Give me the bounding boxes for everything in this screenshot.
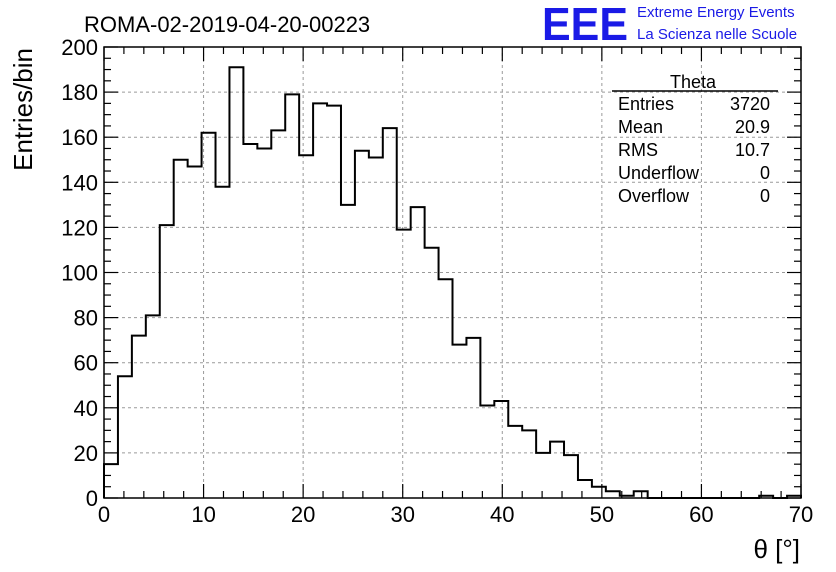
x-axis-label: θ [°]: [753, 534, 800, 564]
y-tick-label: 60: [74, 351, 98, 376]
y-tick-label: 200: [61, 35, 98, 60]
histogram-step-line: [103, 66, 802, 499]
eee-logo: EEE Extreme Energy Events La Scienza nel…: [542, 0, 797, 50]
logo-mark: EEE: [542, 0, 628, 50]
y-tick-label: 160: [61, 125, 98, 150]
stats-row-value: 0: [760, 163, 770, 183]
run-title: ROMA-02-2019-04-20-00223: [84, 12, 370, 37]
stats-row-label: Underflow: [618, 163, 700, 183]
stats-row-label: RMS: [618, 140, 658, 160]
grid-lines: [104, 47, 801, 498]
y-axis-label: Entries/bin: [8, 48, 38, 171]
x-tick-label: 20: [291, 502, 315, 527]
x-tick-label: 40: [490, 502, 514, 527]
x-tick-label: 0: [98, 502, 110, 527]
x-tick-labels: 0 10 20 30 40 50 60 70: [98, 502, 813, 527]
x-tick-label: 60: [689, 502, 713, 527]
y-tick-label: 20: [74, 441, 98, 466]
y-tick-label: 40: [74, 396, 98, 421]
y-tick-label: 0: [86, 486, 98, 511]
stats-row-label: Mean: [618, 117, 663, 137]
x-tick-label: 10: [191, 502, 215, 527]
stats-box: Theta Entries 3720 Mean 20.9 RMS 10.7 Underflo…: [612, 72, 778, 206]
stats-row-value: 3720: [730, 94, 770, 114]
y-tick-label: 80: [74, 306, 98, 331]
stats-row-label: Entries: [618, 94, 674, 114]
y-tick-labels: 0 20 40 60 80 100 120 140 160 180 200: [61, 35, 98, 511]
stats-row-label: Overflow: [618, 186, 690, 206]
stats-title: Theta: [670, 72, 717, 92]
stats-row-value: 20.9: [735, 117, 770, 137]
stats-row-value: 0: [760, 186, 770, 206]
logo-line-2: La Scienza nelle Scuole: [637, 26, 797, 43]
stats-row-value: 10.7: [735, 140, 770, 160]
x-tick-label: 50: [590, 502, 614, 527]
y-tick-label: 120: [61, 215, 98, 240]
x-tick-label: 30: [390, 502, 414, 527]
x-tick-label: 70: [789, 502, 813, 527]
y-tick-label: 180: [61, 80, 98, 105]
logo-line-1: Extreme Energy Events: [637, 4, 795, 21]
y-tick-label: 140: [61, 170, 98, 195]
axis-ticks: [103, 46, 802, 499]
y-tick-label: 100: [61, 261, 98, 286]
